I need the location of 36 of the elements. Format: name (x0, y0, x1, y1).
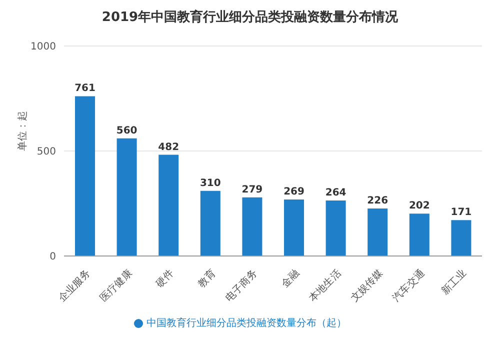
bar (451, 220, 472, 256)
x-tick-label: 企业服务 (56, 267, 93, 304)
data-label: 560 (116, 125, 138, 136)
y-axis-title: 单位：起 (16, 111, 29, 151)
data-label: 269 (284, 186, 304, 198)
x-tick-label: 新工业 (439, 267, 469, 297)
x-tick-label: 硬件 (154, 268, 176, 290)
data-label: 202 (408, 200, 430, 212)
y-tick-label: 1000 (30, 42, 56, 53)
bar (242, 197, 262, 256)
y-tick-label: 500 (36, 146, 56, 158)
bar (284, 200, 304, 256)
x-tick-label: 教育 (195, 267, 218, 290)
x-tick-label: 电子商务 (223, 267, 260, 304)
data-label: 279 (242, 184, 263, 196)
data-label: 310 (200, 178, 221, 189)
x-tick-label: 文娱传媒 (348, 267, 386, 304)
data-label: 761 (74, 83, 96, 94)
bar (326, 200, 346, 256)
bar (158, 154, 179, 256)
bar (75, 96, 95, 256)
legend-label: 中国教育行业细分品类投融资数量分布（起） (146, 318, 346, 329)
bar (116, 138, 137, 256)
data-label: 171 (450, 207, 472, 218)
x-tick-label: 医疗健康 (98, 267, 134, 304)
data-label: 264 (325, 188, 346, 199)
chart-title: 2019年中国教育行业细分品类投融资数量分布情况 (100, 8, 400, 26)
data-label: 482 (158, 142, 180, 153)
y-tick-label: 0 (50, 252, 56, 263)
bar (368, 208, 388, 256)
x-tick-label: 本地生活 (306, 267, 344, 304)
x-tick-label: 汽车交通 (390, 267, 428, 304)
x-tick-label: 金融 (279, 267, 302, 290)
data-label: 226 (367, 196, 388, 207)
bar (200, 190, 220, 256)
bar (409, 214, 430, 256)
